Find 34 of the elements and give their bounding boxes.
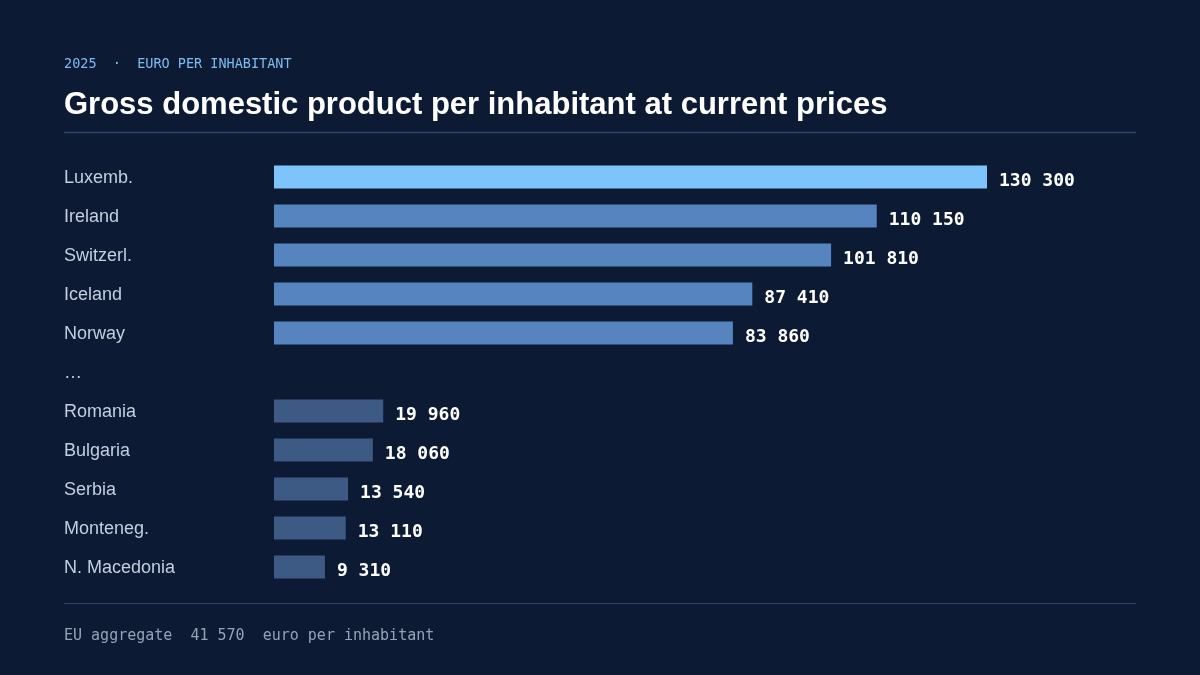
data-label: 83 860	[744, 325, 810, 347]
bar	[274, 243, 832, 267]
data-label: 13 110	[357, 520, 423, 542]
data-label: 18 060	[384, 442, 450, 464]
data-label: 13 540	[360, 481, 426, 503]
bar	[274, 477, 349, 501]
data-label: 9 310	[336, 559, 392, 581]
text: EU aggregate 41 570 euro per inhabitant	[64, 626, 435, 644]
bar	[274, 282, 753, 306]
data-label: 130 300	[999, 169, 1075, 191]
y-tick-label: Switzerl.	[64, 245, 133, 266]
data-label: 87 410	[764, 286, 830, 308]
y-tick-label: Romania	[64, 401, 138, 422]
bar	[274, 204, 877, 228]
y-tick-label: Bulgaria	[64, 440, 132, 461]
data-label: 110 150	[888, 208, 965, 230]
y-tick-label: Iceland	[64, 284, 123, 305]
bar	[274, 438, 373, 462]
bar	[274, 555, 325, 579]
chart-subtitle: 2025 · EURO PER INHABITANT	[64, 55, 292, 71]
bar	[274, 165, 987, 189]
y-tick-label: Serbia	[64, 479, 118, 500]
data-label: 101 810	[843, 247, 919, 269]
y-tick-label: …	[64, 362, 82, 383]
data-label: 19 960	[395, 403, 461, 425]
y-tick-label: Luxemb.	[64, 167, 134, 188]
chart-title: Gross domestic product per inhabitant at current prices	[64, 86, 888, 121]
bar	[274, 516, 346, 540]
bar	[274, 399, 384, 423]
y-tick-label: N. Macedonia	[64, 557, 177, 578]
y-tick-label: Monteneg.	[64, 518, 150, 539]
y-tick-label: Ireland	[64, 206, 120, 227]
y-tick-label: Norway	[64, 323, 126, 344]
bar	[274, 321, 733, 345]
